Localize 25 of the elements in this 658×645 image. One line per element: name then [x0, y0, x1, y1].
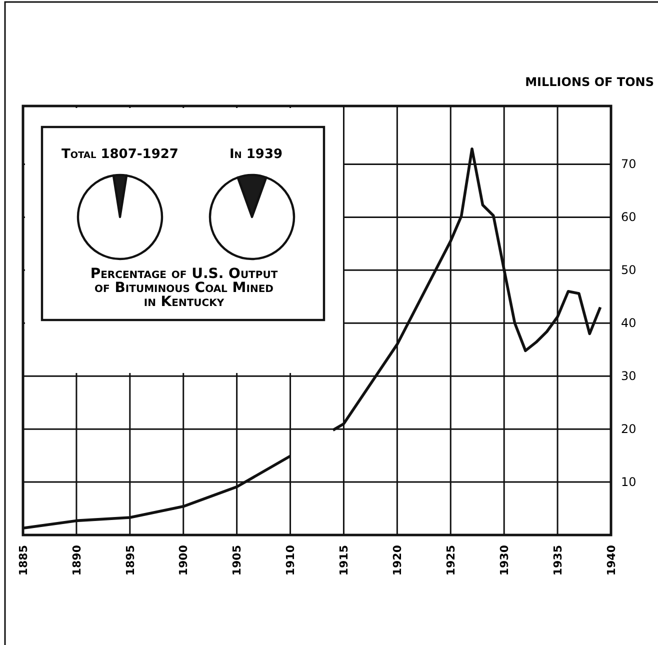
x-tick-label: 1925 — [444, 545, 458, 576]
x-tick-label: 1940 — [604, 544, 618, 576]
y-tick-label: 40 — [621, 316, 636, 330]
pie-slice — [208, 176, 296, 260]
x-tick-label: 1895 — [124, 545, 137, 576]
x-tick-label: 1915 — [338, 545, 351, 576]
y-tick-label: 10 — [621, 474, 636, 489]
pie-slice — [76, 174, 164, 260]
chart-title: In 1939 — [229, 147, 283, 162]
x-tick-label: 1930 — [498, 544, 511, 576]
y-tick-label: 20 — [621, 422, 636, 436]
y-tick-label: 60 — [621, 210, 636, 224]
x-tick-label: 1890 — [70, 544, 84, 576]
x-tick-label: 1910 — [284, 544, 298, 576]
y-tick-label: 30 — [621, 368, 636, 383]
y-tick-label: 50 — [621, 263, 636, 278]
x-tick-label: 1920 — [391, 544, 404, 576]
x-tick-label: 1935 — [551, 545, 564, 576]
x-tick-label: 1900 — [177, 544, 190, 576]
x-tick-label: 1885 — [16, 545, 30, 576]
annotation: Percentage of U.S. Output of Bituminous Coal Mined in Kentucky — [90, 266, 278, 310]
y-tick-label: 70 — [621, 157, 636, 172]
x-tick-label: 1905 — [230, 545, 244, 576]
y-axis-title: MILLIONS OF TONS — [525, 75, 654, 89]
chart-title: Total 1807-1927 — [62, 147, 178, 162]
